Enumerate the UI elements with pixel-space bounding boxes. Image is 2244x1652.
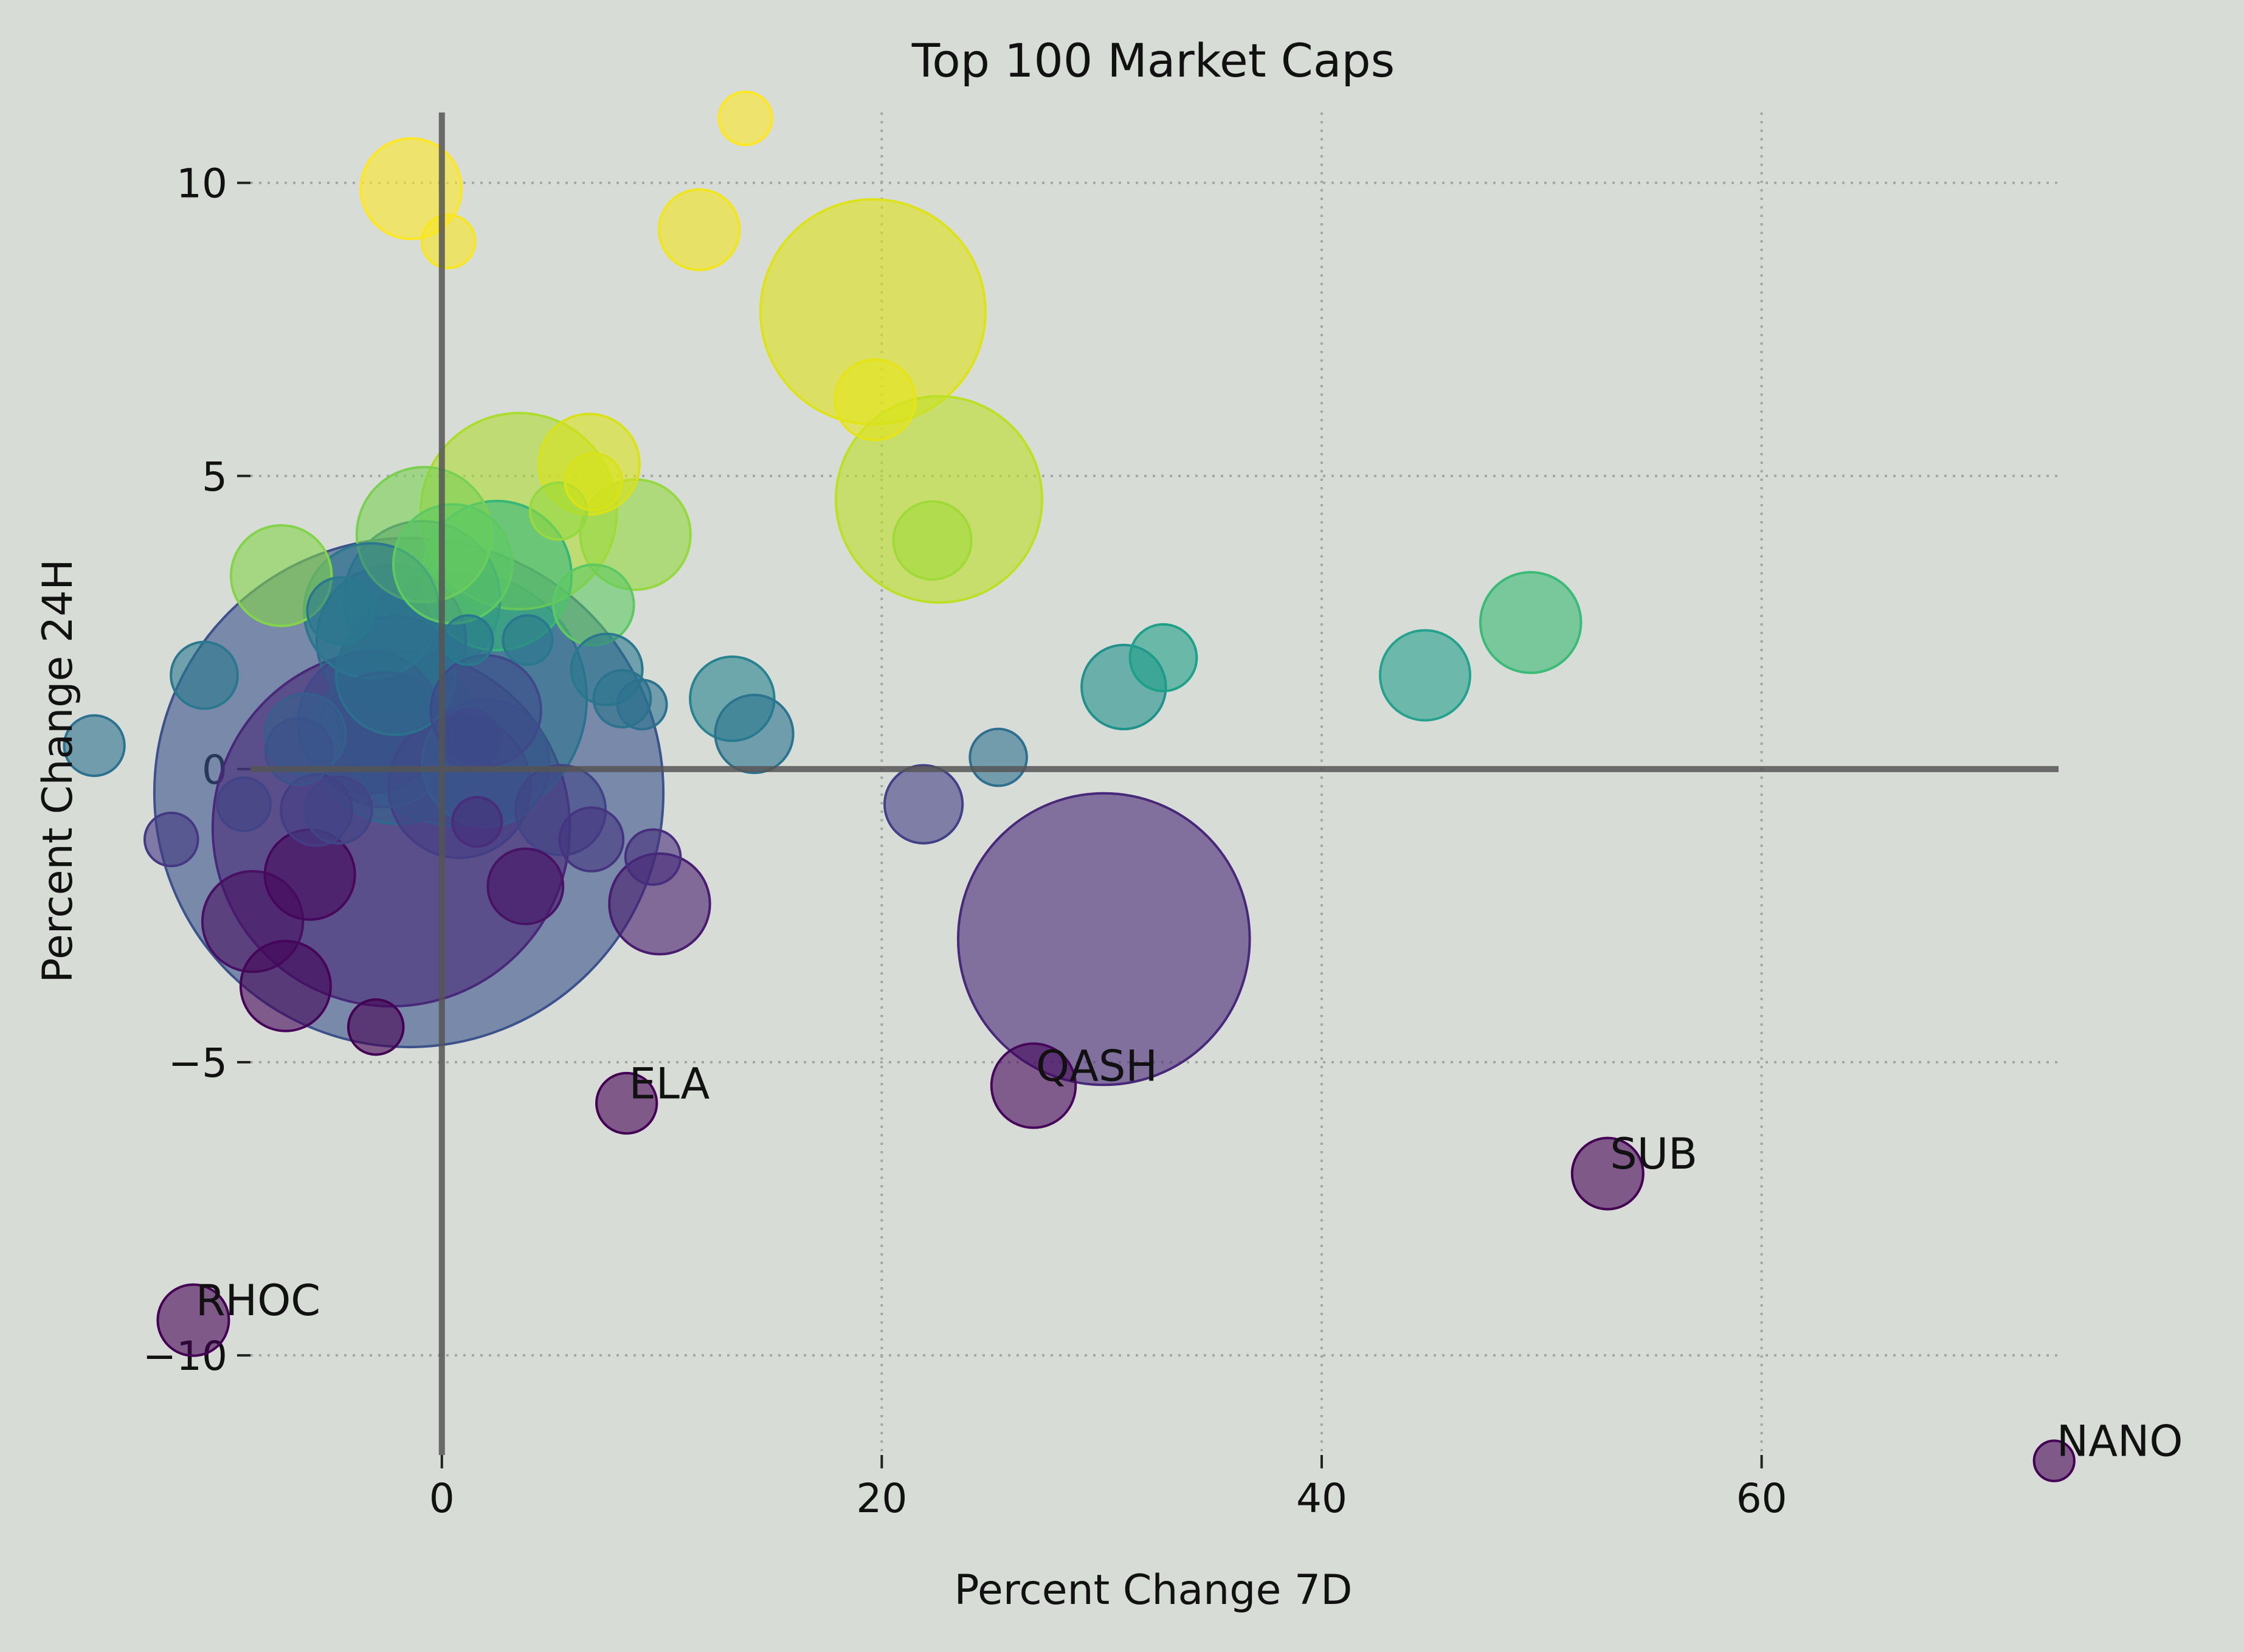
bubble-point <box>624 828 682 886</box>
bubble-point <box>834 358 917 441</box>
bubble-point <box>486 847 565 925</box>
bubble-point <box>1128 623 1198 693</box>
bubble-point <box>303 775 373 845</box>
bubble-point <box>359 137 463 241</box>
bubble-point <box>2032 1439 2076 1482</box>
bubble-point <box>968 727 1028 787</box>
bubble-point <box>552 563 635 647</box>
bubble-point <box>956 792 1251 1087</box>
bubble-point <box>616 679 668 731</box>
bubble-point <box>170 640 239 710</box>
x-tick-label: 40 <box>1296 1475 1347 1522</box>
bubble-point <box>990 1042 1077 1129</box>
y-axis-label: Percent Change 24H <box>34 559 82 983</box>
x-tick-label: 20 <box>856 1475 907 1522</box>
bubble-point <box>264 717 334 786</box>
y-tick-label: −5 <box>168 1040 227 1087</box>
y-tick-label: 5 <box>202 454 227 500</box>
x-axis-label: Percent Change 7D <box>954 1566 1352 1614</box>
annotation-label: ELA <box>629 1059 710 1108</box>
bubble-point <box>439 708 502 772</box>
bubble-point <box>564 452 624 512</box>
bubble-point <box>1379 629 1472 722</box>
bubble-point <box>717 90 773 147</box>
bubble-point <box>883 764 964 845</box>
bubble-point <box>1479 571 1583 674</box>
bubble-point <box>63 714 126 777</box>
bubble-point <box>558 806 625 873</box>
bubble-point <box>216 776 272 832</box>
bubble-point <box>229 524 333 627</box>
bubble-point <box>1570 1136 1645 1211</box>
bubble-point <box>502 614 554 666</box>
x-tick-label: 60 <box>1736 1475 1787 1522</box>
zero-lines <box>250 112 2059 1455</box>
bubble-point <box>143 811 199 868</box>
bubble-point <box>834 395 1043 604</box>
bubble-point <box>451 796 503 848</box>
chart-title: Top 100 Market Caps <box>911 33 1395 88</box>
bubble-point <box>392 503 514 625</box>
bubble-point <box>892 500 973 581</box>
bubble-point <box>714 693 795 775</box>
y-tick-label: 10 <box>176 161 227 207</box>
bubble-point <box>442 614 494 666</box>
x-tick-label: 0 <box>429 1475 455 1522</box>
bubble-point <box>156 1283 230 1357</box>
bubble-points <box>63 90 2076 1482</box>
bubble-point <box>239 939 332 1032</box>
annotation-label: RHOC <box>196 1276 320 1325</box>
annotation-label: NANO <box>2057 1417 2183 1467</box>
bubble-point <box>306 576 376 646</box>
annotation-label: QASH <box>1036 1042 1158 1091</box>
annotation-label: SUB <box>1610 1129 1697 1179</box>
bubble-point <box>347 998 405 1056</box>
bubble-point <box>657 188 741 272</box>
bubble-point <box>595 1071 658 1135</box>
annotations: ELA QASH SUB RHOC NANO <box>196 1042 2183 1467</box>
bubble-point <box>420 213 477 269</box>
